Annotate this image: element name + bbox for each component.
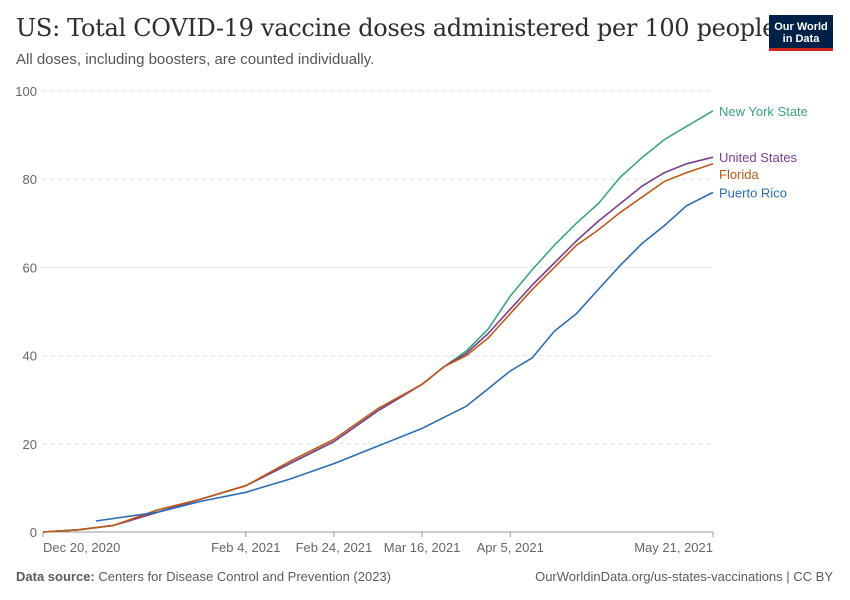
logo-line-1: Our World	[774, 21, 828, 33]
series-end-label: Florida	[719, 167, 760, 182]
owid-logo[interactable]: Our World in Data	[769, 15, 833, 51]
series-line	[42, 156, 714, 533]
logo-line-2: in Data	[782, 33, 820, 45]
y-tick-label: 60	[23, 260, 37, 275]
x-tick-label: Dec 20, 2020	[43, 540, 120, 555]
x-tick-label: May 21, 2021	[634, 540, 713, 555]
data-source-label: Data source:	[16, 569, 95, 584]
y-tick-label: 80	[23, 172, 37, 187]
series-line	[95, 191, 714, 522]
x-tick-label: Feb 24, 2021	[296, 540, 373, 555]
data-source-text: Centers for Disease Control and Preventi…	[94, 569, 392, 584]
y-tick-label: 0	[30, 525, 37, 540]
series-line	[42, 110, 714, 533]
y-tick-label: 100	[15, 84, 37, 99]
y-tick-label: 20	[23, 437, 37, 452]
series-end-label: United States	[719, 150, 798, 165]
y-tick-label: 40	[23, 349, 37, 364]
series-end-label: New York State	[719, 104, 808, 119]
chart-title: US: Total COVID-19 vaccine doses adminis…	[16, 14, 777, 42]
data-source: Data source: Centers for Disease Control…	[16, 569, 391, 584]
source-link[interactable]: OurWorldinData.org/us-states-vaccination…	[535, 569, 833, 584]
x-tick-label: Apr 5, 2021	[477, 540, 544, 555]
series-end-label: Puerto Rico	[719, 185, 787, 200]
chart-subtitle: All doses, including boosters, are count…	[16, 51, 375, 68]
x-tick-label: Mar 16, 2021	[384, 540, 461, 555]
x-tick-label: Feb 4, 2021	[211, 540, 280, 555]
series-line	[42, 163, 714, 533]
